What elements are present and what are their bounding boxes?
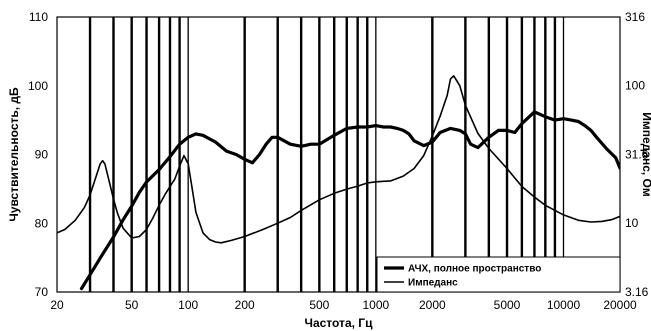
grid-lines xyxy=(88,17,565,292)
x-tick-label: 20 xyxy=(50,298,64,312)
x-tick-label: 2000 xyxy=(419,298,446,312)
y-tick-label: 80 xyxy=(35,216,49,230)
x-tick-label: 1000 xyxy=(362,298,389,312)
y-tick-label: 90 xyxy=(35,148,49,162)
legend-label: АЧХ, полное пространство xyxy=(408,264,541,275)
x-tick-label: 500 xyxy=(309,298,329,312)
y2-tick-label: 3.16 xyxy=(625,285,649,299)
y-tick-label: 110 xyxy=(29,10,48,24)
legend: АЧХ, полное пространство Импеданс xyxy=(376,256,621,293)
y2-axis-title: Импеданс, Ом xyxy=(640,112,651,197)
x-tick-label: 100 xyxy=(178,298,198,312)
x-axis-title: Частота, Гц xyxy=(305,316,374,330)
legend-box xyxy=(376,256,621,293)
y2-tick-label: 316 xyxy=(625,10,645,24)
x-tick-label: 20000 xyxy=(603,298,637,312)
tick-labels: 20 50 100 200 500 1000 2000 5000 10000 20000 110 10… xyxy=(28,10,649,312)
y-tick-label: 70 xyxy=(35,285,49,299)
x-tick-label: 10000 xyxy=(547,298,581,312)
y-axis-title: Чувствительность, дБ xyxy=(7,87,21,222)
y2-tick-label: 100 xyxy=(625,79,645,93)
series-layer xyxy=(57,75,620,291)
x-tick-label: 200 xyxy=(235,298,255,312)
y-tick-label: 100 xyxy=(28,79,48,93)
series-line-frequency-response xyxy=(79,110,620,291)
plot-frame xyxy=(56,16,621,293)
y2-tick-label: 10 xyxy=(625,216,639,230)
legend-label: Импеданс xyxy=(408,278,458,289)
series-line-impedance xyxy=(57,75,620,244)
x-tick-label: 50 xyxy=(125,298,139,312)
y2-tick-label: 31.6 xyxy=(625,148,649,162)
x-tick-label: 5000 xyxy=(494,298,521,312)
